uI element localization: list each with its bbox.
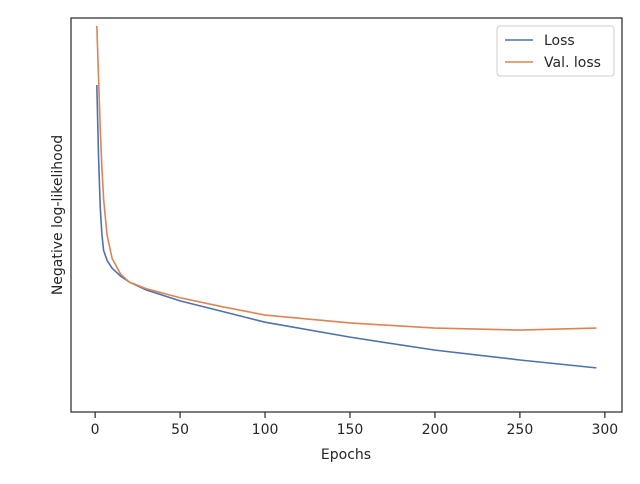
x-axis-label: Epochs [321,447,371,463]
x-tick-label: 150 [337,422,364,438]
legend-label: Val. loss [544,55,601,71]
line-series [96,25,597,331]
legend-box [496,25,615,77]
x-tick-label: 50 [171,422,189,438]
x-tick-label: 100 [252,422,279,438]
y-axis-label: Negative log-likelihood [50,135,66,295]
legend-label: Loss [544,33,575,49]
x-tick-label: 250 [507,422,534,438]
x-tick-label: 300 [591,422,618,438]
plot-frame [70,17,623,413]
line-series [96,84,597,369]
x-tick-label: 200 [422,422,449,438]
x-tick-label: 0 [91,422,100,438]
